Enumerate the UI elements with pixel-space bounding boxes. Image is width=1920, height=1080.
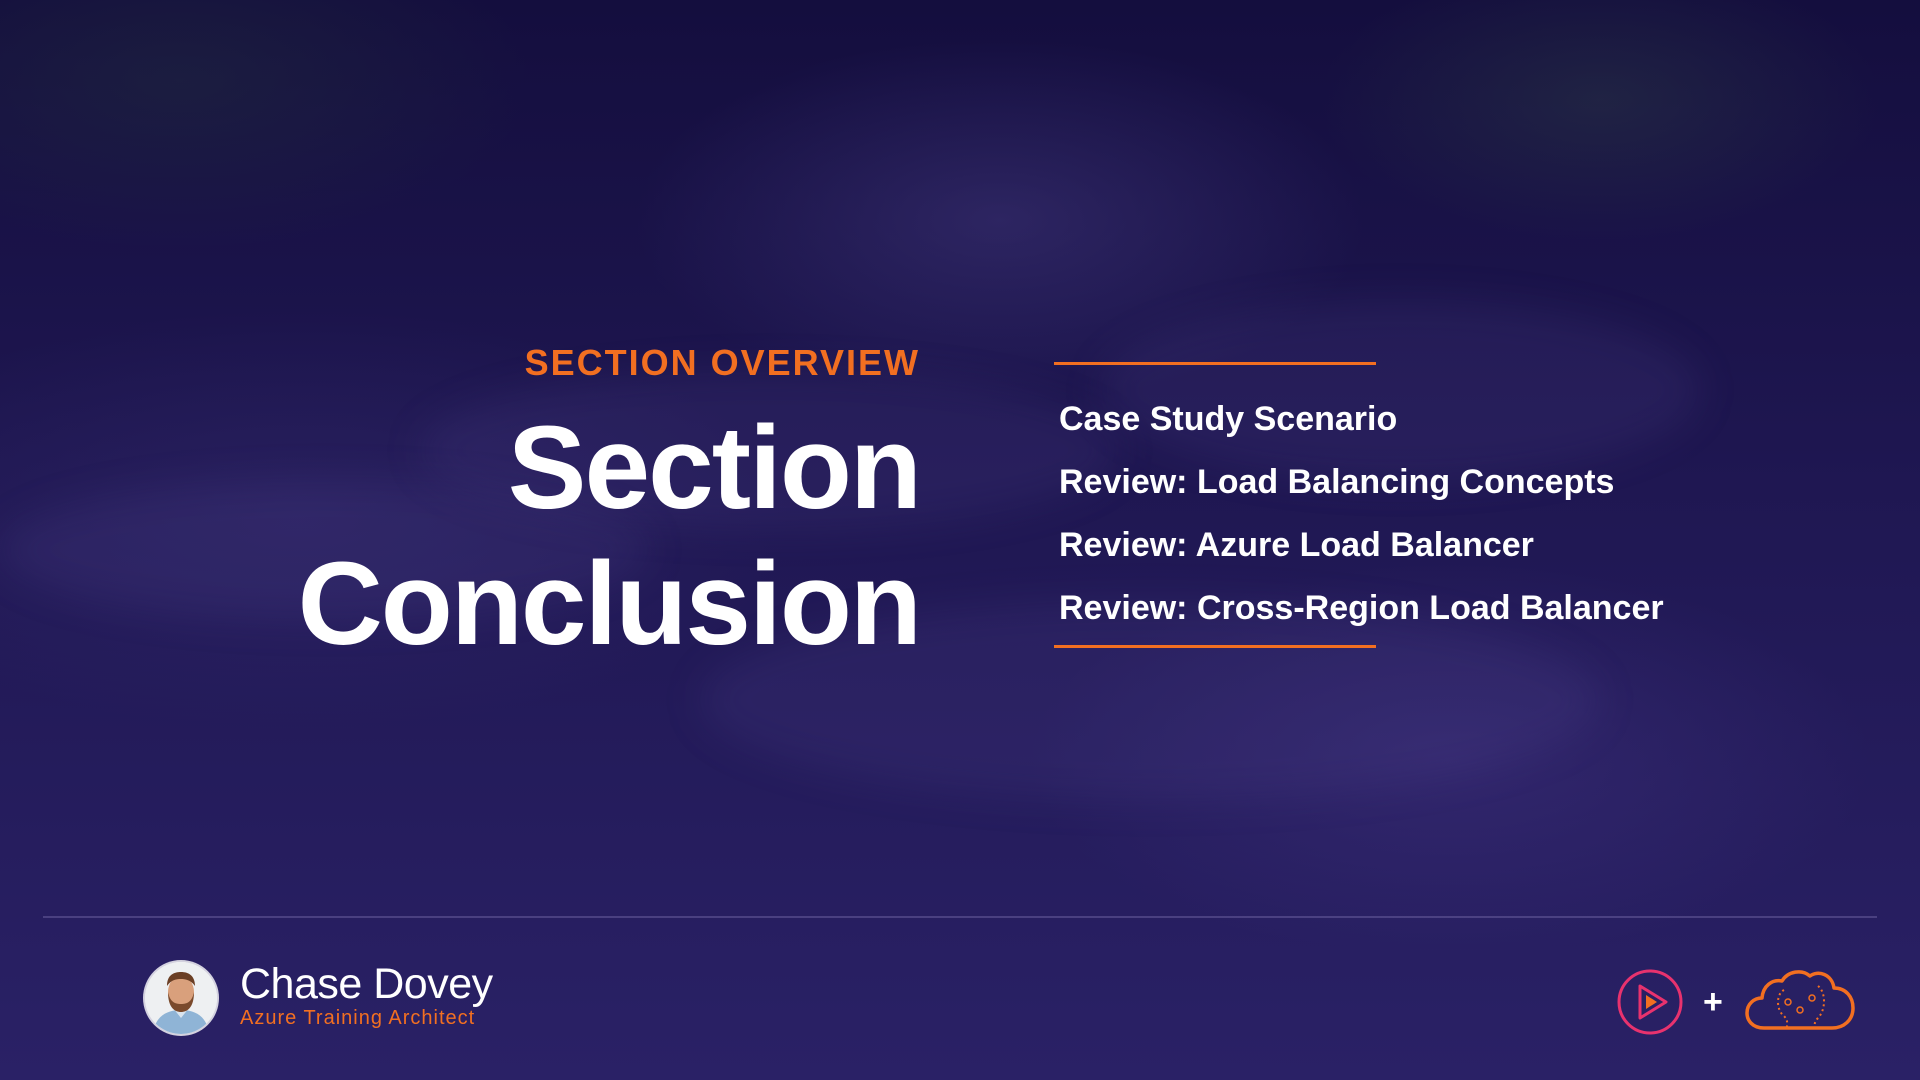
- plus-symbol: +: [1703, 983, 1723, 1021]
- presenter-avatar: [145, 962, 217, 1034]
- slide-title: Section Conclusion: [297, 400, 922, 672]
- presenter-name: Chase Dovey: [240, 960, 493, 1008]
- background-shape: [420, 370, 1120, 530]
- slide-title-line-1: Section: [507, 402, 922, 534]
- topic-item: Review: Cross-Region Load Balancer: [1059, 589, 1664, 627]
- topic-item: Review: Load Balancing Concepts: [1059, 463, 1615, 501]
- topics-top-divider: [1054, 362, 1376, 365]
- section-eyebrow: SECTION OVERVIEW: [524, 342, 920, 383]
- topics-bottom-divider: [1054, 645, 1376, 648]
- background-shape: [0, 480, 650, 620]
- background-shape: [1100, 300, 1700, 480]
- topics-list: Case Study Scenario Review: Load Balanci…: [1059, 388, 1664, 640]
- topic-item: Review: Azure Load Balancer: [1059, 526, 1534, 564]
- avatar-portrait-icon: [145, 962, 217, 1034]
- cloud-logo-icon: [1745, 970, 1855, 1030]
- topic-item: Case Study Scenario: [1059, 400, 1398, 438]
- background-shape: [700, 600, 1600, 800]
- footer-divider: [43, 916, 1877, 918]
- play-logo-icon: [1617, 969, 1683, 1035]
- presenter-role: Azure Training Architect: [240, 1007, 476, 1029]
- slide-title-line-2: Conclusion: [297, 538, 922, 670]
